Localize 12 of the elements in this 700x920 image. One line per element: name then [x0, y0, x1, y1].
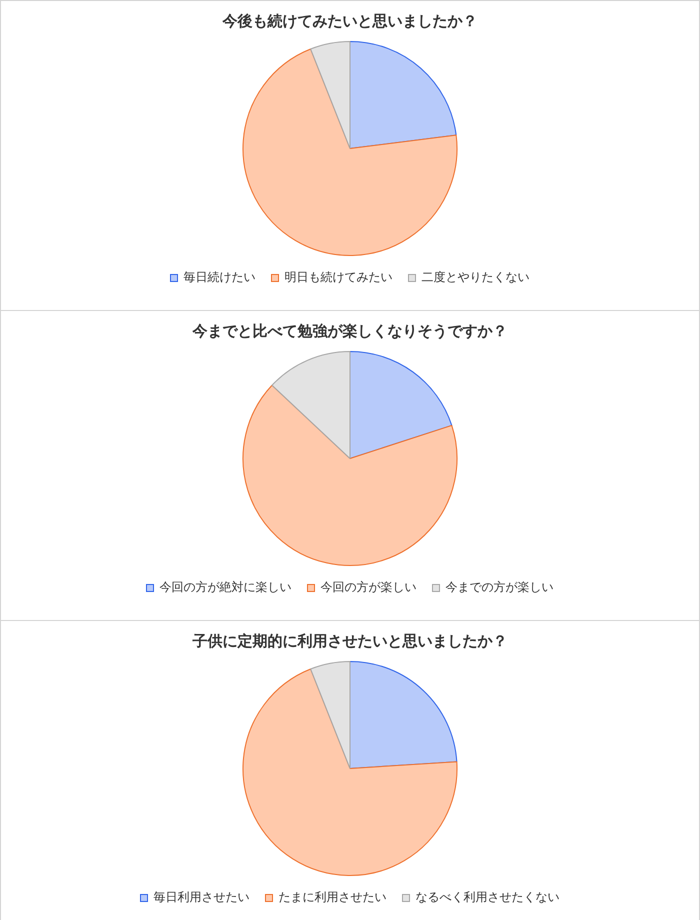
- legend-label: なるべく利用させたくない: [416, 890, 560, 904]
- chart-title: 子供に定期的に利用させたいと思いましたか？: [192, 632, 508, 650]
- chart-title: 今までと比べて勉強が楽しくなりそうですか？: [192, 322, 508, 340]
- legend-label: 今回の方が絶対に楽しい: [160, 580, 292, 594]
- legend-label: 二度とやりたくない: [422, 270, 530, 284]
- legend-label: 今までの方が楽しい: [446, 580, 554, 594]
- legend-label: 毎日利用させたい: [154, 890, 250, 904]
- legend-label: たまに利用させたい: [278, 890, 386, 904]
- legend-label: 今回の方が楽しい: [320, 580, 416, 594]
- legend-label: 毎日続けたい: [184, 270, 256, 284]
- chart-title: 今後も続けてみたいと思いましたか？: [222, 12, 478, 30]
- legend-label: 明日も続けてみたい: [284, 270, 392, 284]
